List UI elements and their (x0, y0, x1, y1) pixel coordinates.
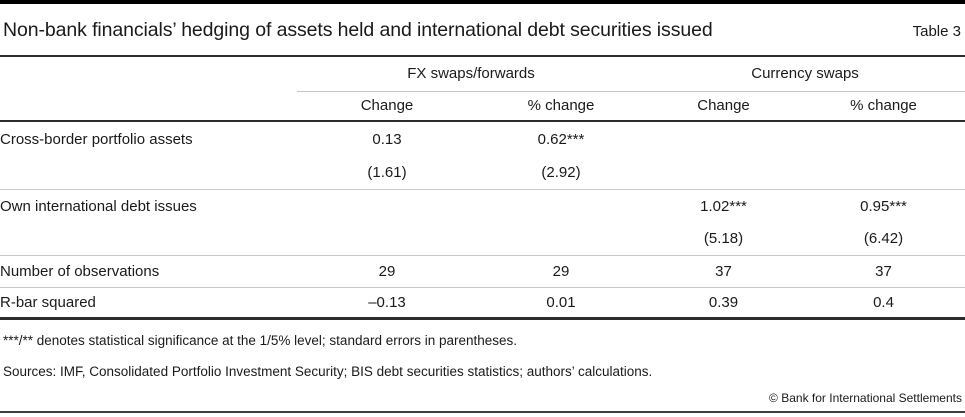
table-row-cross-border-assets: Cross-border portfolio assets 0.13 0.62*… (0, 121, 965, 157)
cell-value: 0.62*** (537, 131, 585, 148)
top-border-bar (0, 0, 965, 4)
cell-value: –0.13 (297, 287, 477, 320)
row-label (0, 223, 297, 256)
row-label (0, 157, 297, 190)
footnotes-block: ***/** denotes statistical significance … (0, 333, 965, 405)
group-header-fx-swaps: FX swaps/forwards (297, 57, 646, 92)
column-header-fx-change: Change (297, 91, 477, 122)
footnote-significance: ***/** denotes statistical significance … (3, 332, 518, 348)
cell-value (297, 223, 477, 256)
cell-value: 1.02*** (700, 197, 747, 215)
cell-value: (2.92) (477, 157, 646, 190)
row-label: R-bar squared (0, 287, 297, 320)
column-header-spacer (0, 91, 297, 122)
cell-value (477, 189, 645, 223)
cell-value: (6.42) (802, 223, 965, 256)
column-header-cs-pct-change: % change (802, 91, 965, 122)
regression-table: FX swaps/forwards Currency swaps Change … (0, 57, 965, 320)
cell-value (645, 121, 802, 157)
group-header-currency-swaps: Currency swaps (645, 57, 965, 92)
cell-value (802, 157, 965, 190)
table-number-label: Table 3 (912, 23, 961, 40)
cell-value: 0.13 (372, 131, 402, 148)
cell-value: (1.61) (297, 157, 477, 190)
cell-value: 0.39 (645, 287, 803, 320)
cell-value: 29 (477, 255, 646, 288)
cell-value: 37 (802, 255, 965, 288)
cell-value (477, 223, 646, 256)
table-row-r-bar-squared: R-bar squared –0.13 0.01 0.39 0.4 (0, 287, 965, 320)
footnote-sources: Sources: IMF, Consolidated Portfolio Inv… (3, 363, 653, 379)
page-title: Non-bank financials’ hedging of assets h… (3, 19, 713, 41)
cell-value: 0.95*** (860, 197, 907, 215)
row-label: Number of observations (0, 255, 297, 288)
cell-value: 0.01 (477, 287, 646, 320)
bottom-border-bar (0, 411, 965, 413)
group-header-spacer (0, 57, 297, 91)
row-label: Cross-border portfolio assets (0, 131, 193, 148)
cell-value (802, 121, 965, 157)
cell-value: 0.4 (802, 287, 965, 320)
table-header: Non-bank financials’ hedging of assets h… (0, 4, 965, 57)
table-row-observations: Number of observations 29 29 37 37 (0, 255, 965, 288)
column-header-cs-change: Change (645, 91, 803, 122)
column-header-fx-pct-change: % change (477, 91, 646, 122)
copyright-notice: © Bank for International Settlements (769, 390, 962, 405)
table-row-own-debt-std-errors: (5.18) (6.42) (0, 223, 965, 256)
cell-value (645, 157, 803, 190)
cell-value (297, 189, 477, 223)
row-label: Own international debt issues (0, 197, 197, 215)
table-row-cross-border-std-errors: (1.61) (2.92) (0, 157, 965, 190)
cell-value: (5.18) (645, 223, 803, 256)
cell-value: 29 (297, 255, 477, 288)
column-header-row: Change % change Change % change (0, 91, 965, 122)
table-row-own-debt-issues: Own international debt issues 1.02*** 0.… (0, 189, 965, 223)
column-group-row: FX swaps/forwards Currency swaps (0, 57, 965, 92)
cell-value: 37 (645, 255, 803, 288)
